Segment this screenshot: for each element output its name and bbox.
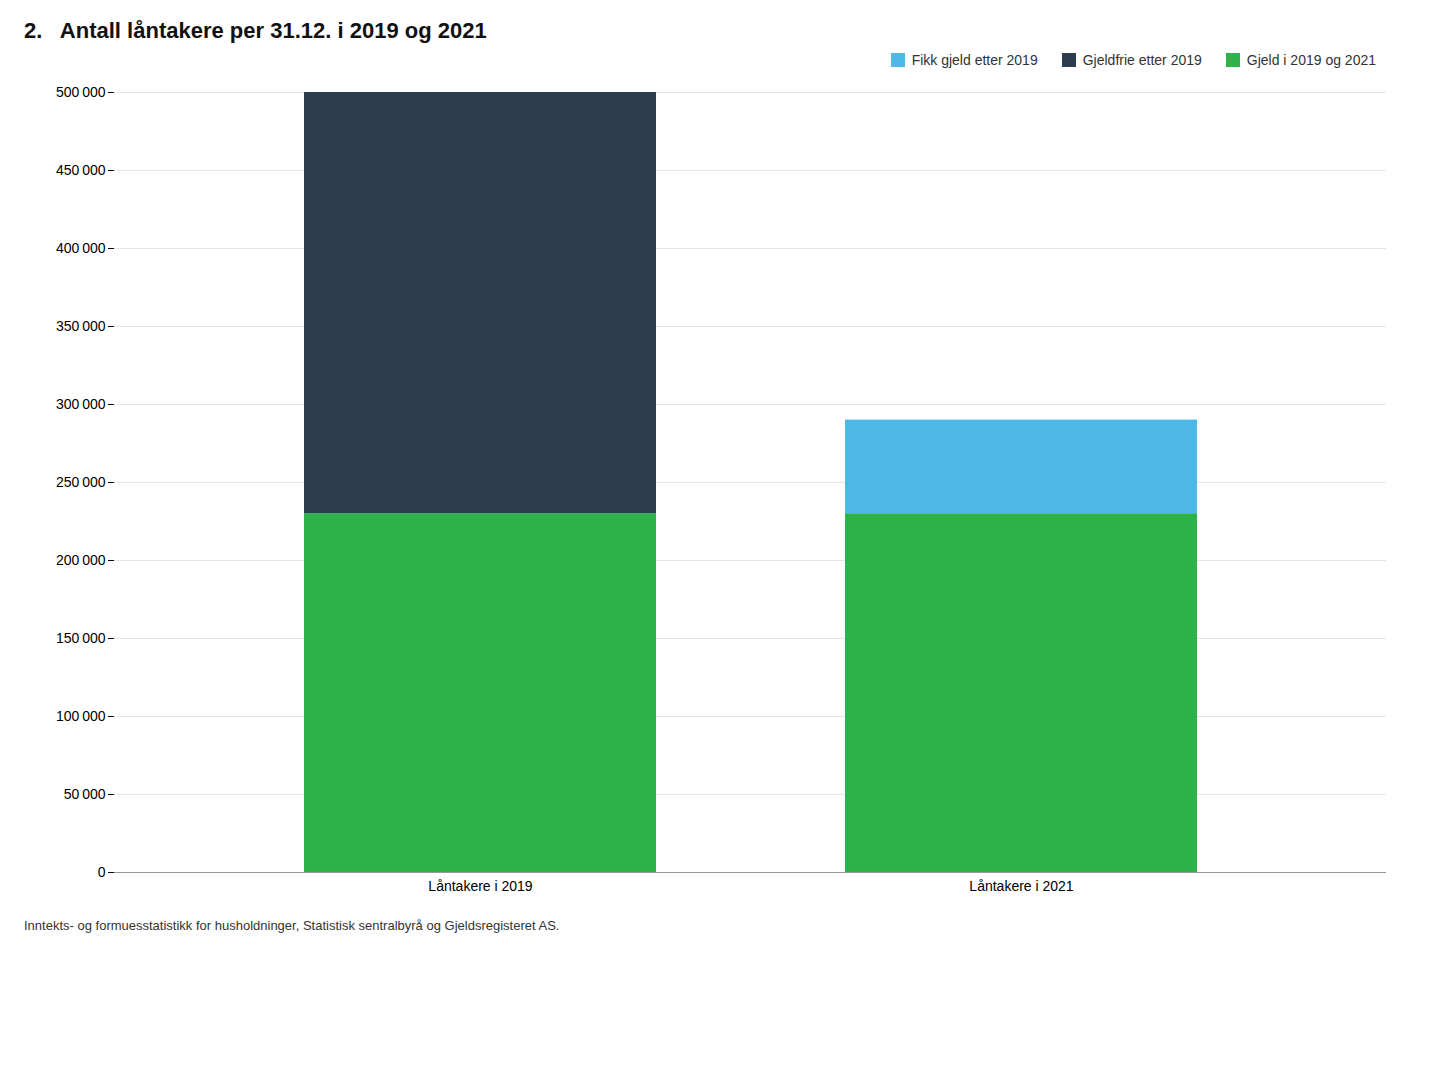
html-text:Fikk gjeld etter 2019: Fikk gjeld etter 2019 [911, 52, 1038, 68]
svg-text:Låntakere i 2021: Låntakere i 2021 [969, 878, 1074, 894]
svg-text:300 000: 300 000 [56, 396, 106, 412]
svg-text:500 000: 500 000 [56, 84, 106, 100]
svg-text:0: 0 [98, 864, 106, 880]
html-text:Gjeldfrie etter 2019: Gjeldfrie etter 2019 [1082, 52, 1202, 68]
svg-text:100 000: 100 000 [56, 708, 106, 724]
svg-text:150 000: 150 000 [56, 630, 106, 646]
html-text:Gjeld i 2019 og 2021: Gjeld i 2019 og 2021 [1246, 52, 1376, 68]
html-text:Inntekts- og formuesstatistikk: Inntekts- og formuesstatistikk for husho… [24, 918, 560, 933]
svg-text:250 000: 250 000 [56, 474, 106, 490]
svg-text:400 000: 400 000 [56, 240, 106, 256]
svg-text:200 000: 200 000 [56, 552, 106, 568]
svg-text:450 000: 450 000 [56, 162, 106, 178]
svg-text:350 000: 350 000 [56, 318, 106, 334]
svg-text:Låntakere i 2019: Låntakere i 2019 [428, 878, 533, 894]
svg-text:50 000: 50 000 [64, 786, 106, 802]
html-text:2. Antall låntakere per 31.12.: 2. Antall låntakere per 31.12. i 2019 og… [24, 18, 487, 43]
